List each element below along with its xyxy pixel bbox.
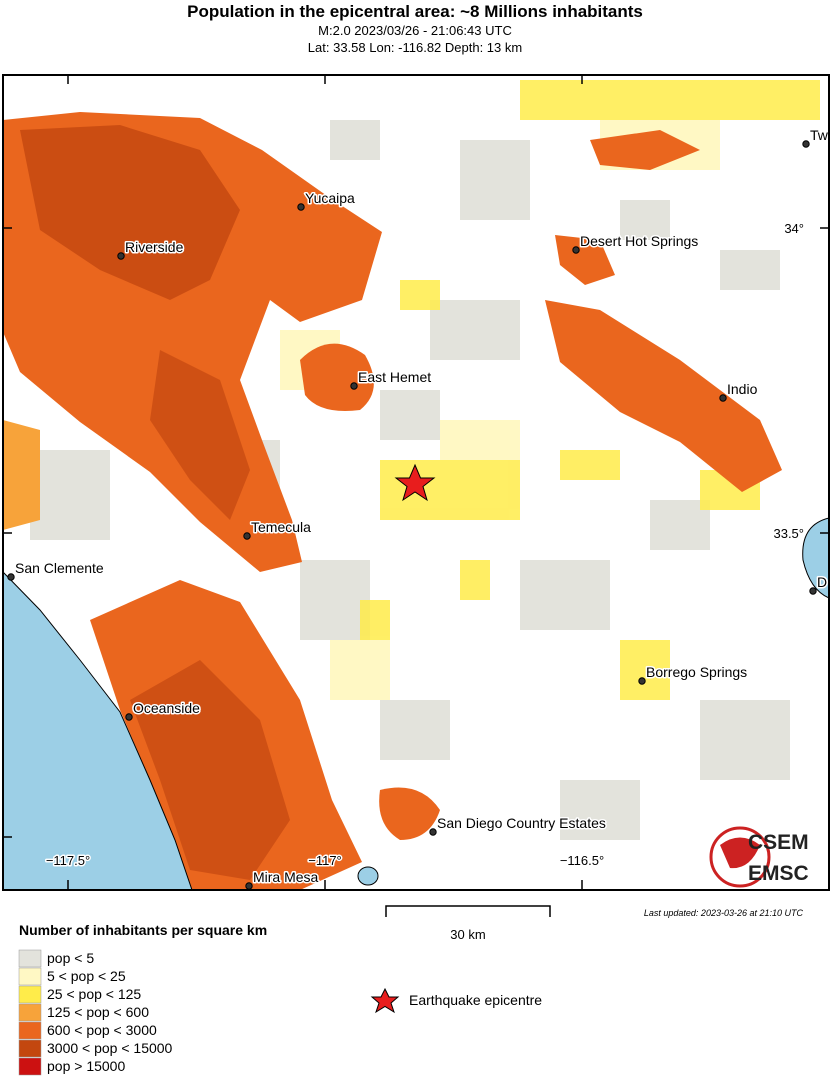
city-dot: [297, 203, 305, 211]
city-dot: [7, 573, 15, 581]
legend-swatch: [18, 1057, 42, 1076]
legend-label: 3000 < pop < 15000: [47, 1040, 173, 1056]
city-label: East Hemet: [358, 369, 431, 385]
city-dot: [572, 246, 580, 254]
city-label: Oceanside: [133, 700, 200, 716]
lon-label: −117.5°: [46, 853, 90, 868]
logo-text: EMSC: [748, 862, 809, 885]
city-dot: [638, 677, 646, 685]
city-dot: [125, 713, 133, 721]
city-label: Yucaipa: [305, 190, 355, 206]
legend-label: pop > 15000: [47, 1058, 125, 1074]
city-dot: [719, 394, 727, 402]
city-label: Tw: [810, 127, 829, 143]
city-dot: [243, 532, 251, 540]
city-label: Borrego Springs: [646, 664, 747, 680]
legend-label: 25 < pop < 125: [47, 986, 141, 1002]
scale-label: 30 km: [450, 927, 485, 942]
legend-swatch: [18, 967, 42, 986]
legend-swatch: [18, 1021, 42, 1040]
event-info: M:2.0 2023/03/26 - 21:06:43 UTC: [318, 23, 512, 38]
lat-label: 34°: [784, 221, 804, 236]
legend-title: Number of inhabitants per square km: [19, 922, 267, 938]
legend-epicentre-label: Earthquake epicentre: [409, 992, 542, 1008]
city-label: Temecula: [251, 519, 311, 535]
city-label: Indio: [727, 381, 758, 397]
epicentre-star: [394, 463, 436, 502]
city-dot: [809, 587, 817, 595]
city-label: Riverside: [125, 239, 184, 255]
legend-swatch: [18, 1039, 42, 1058]
city-label: Desert Hot Springs: [580, 233, 698, 249]
city-dot: [802, 140, 810, 148]
lat-label: 33.5°: [773, 526, 804, 541]
city-dot: [350, 382, 358, 390]
event-location: Lat: 33.58 Lon: -116.82 Depth: 13 km: [308, 40, 522, 55]
legend-label: 125 < pop < 600: [47, 1004, 149, 1020]
last-updated: Last updated: 2023-03-26 at 21:10 UTC: [644, 908, 804, 918]
lon-label: −116.5°: [560, 853, 604, 868]
legend-swatch: [18, 985, 42, 1004]
city-dot: [429, 828, 437, 836]
logo: CSEM EMSC: [709, 826, 809, 888]
logo-text: CSEM: [748, 831, 809, 854]
legend-label: 5 < pop < 25: [47, 968, 126, 984]
city-dot: [117, 252, 125, 260]
map-frame: [2, 74, 830, 891]
city-label: San Clemente: [15, 560, 104, 576]
title: Population in the epicentral area: ~8 Mi…: [187, 2, 643, 21]
legend-swatch: [18, 949, 42, 968]
city-label: Mira Mesa: [253, 869, 319, 885]
legend-swatch: [18, 1003, 42, 1022]
legend-label: 600 < pop < 3000: [47, 1022, 157, 1038]
scale-bar: [385, 905, 551, 917]
lon-label: −117°: [308, 853, 342, 868]
city-label: San Diego Country Estates: [437, 815, 606, 831]
legend-epicentre-star: [370, 987, 400, 1014]
ticks: [3, 75, 829, 890]
map: Yucaipa Riverside Desert Hot Springs Tw East…: [3, 75, 829, 890]
city-label: D: [817, 574, 827, 590]
legend-label: pop < 5: [47, 950, 94, 966]
city-dot: [245, 882, 253, 890]
